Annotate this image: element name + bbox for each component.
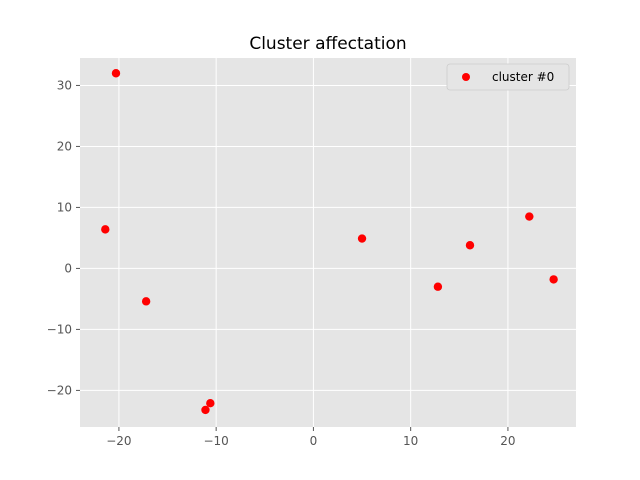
data-points [101,69,558,415]
legend: cluster #0 [446,63,570,91]
data-point [206,399,215,408]
y-tick-label: −20 [47,383,72,397]
y-tick-label: 20 [57,139,72,153]
data-point [465,241,475,250]
x-tick-label: −20 [106,434,131,448]
data-point [101,225,110,234]
data-point [141,297,151,306]
data-point [549,275,558,284]
chart-title: Cluster affectation [249,34,406,54]
data-point [357,234,367,243]
y-axis-ticks: −20 −10 0 10 20 30 [47,78,80,397]
x-tick-label: −10 [203,434,228,448]
x-tick-label: 20 [500,434,515,448]
y-tick-label: 30 [57,78,72,92]
legend-box [446,63,570,91]
data-point [111,69,121,78]
legend-marker [462,73,470,81]
x-tick-label: 10 [403,434,418,448]
y-tick-label: 0 [64,261,72,275]
y-tick-label: −10 [47,322,72,336]
x-axis-ticks: −20 −10 0 10 20 [106,427,516,448]
data-point [433,282,443,291]
x-tick-label: 0 [310,434,318,448]
legend-label: cluster #0 [492,70,554,84]
data-point [201,405,210,415]
y-tick-label: 10 [57,200,72,214]
data-point [525,212,534,221]
plot-area [80,58,576,427]
